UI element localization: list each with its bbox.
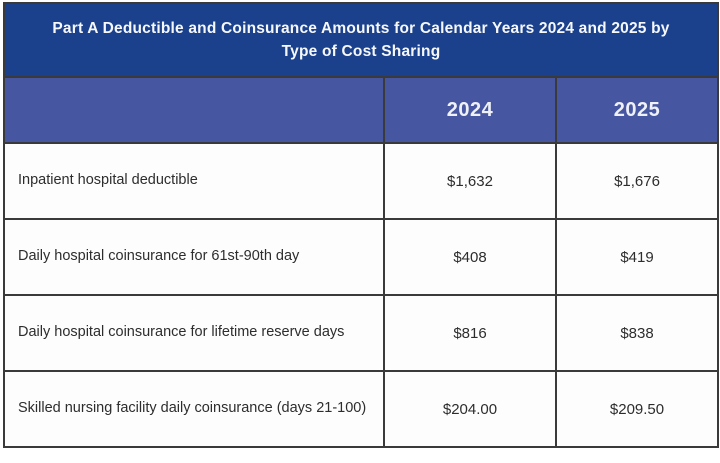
table-row-skilled-nursing-facility: Skilled nursing facility daily coinsuran… [3,370,720,448]
value-2025: $838 [554,294,720,372]
table-row-inpatient-hospital-deductible: Inpatient hospital deductible $1,632 $1,… [3,142,720,220]
column-header-cost-sharing-blank [3,76,385,144]
title-row: Part A Deductible and Coinsurance Amount… [2,2,720,78]
value-2024: $816 [383,294,557,372]
value-2025: $1,676 [554,142,720,220]
column-header-2024: 2024 [383,76,557,144]
row-label: Daily hospital coinsurance for 61st-90th… [3,218,385,296]
row-label: Skilled nursing facility daily coinsuran… [3,370,385,448]
table-title: Part A Deductible and Coinsurance Amount… [2,2,720,78]
table-row-daily-hospital-coinsurance-61-90: Daily hospital coinsurance for 61st-90th… [3,218,720,296]
value-2024: $1,632 [383,142,557,220]
table-row-lifetime-reserve-days: Daily hospital coinsurance for lifetime … [3,294,720,372]
row-label: Inpatient hospital deductible [3,142,385,220]
value-2025: $209.50 [554,370,720,448]
header-row: 2024 2025 [3,76,720,144]
value-2024: $408 [383,218,557,296]
part-a-cost-sharing-table: Part A Deductible and Coinsurance Amount… [2,2,720,448]
value-2025: $419 [554,218,720,296]
value-2024: $204.00 [383,370,557,448]
column-header-2025: 2025 [554,76,720,144]
row-label: Daily hospital coinsurance for lifetime … [3,294,385,372]
